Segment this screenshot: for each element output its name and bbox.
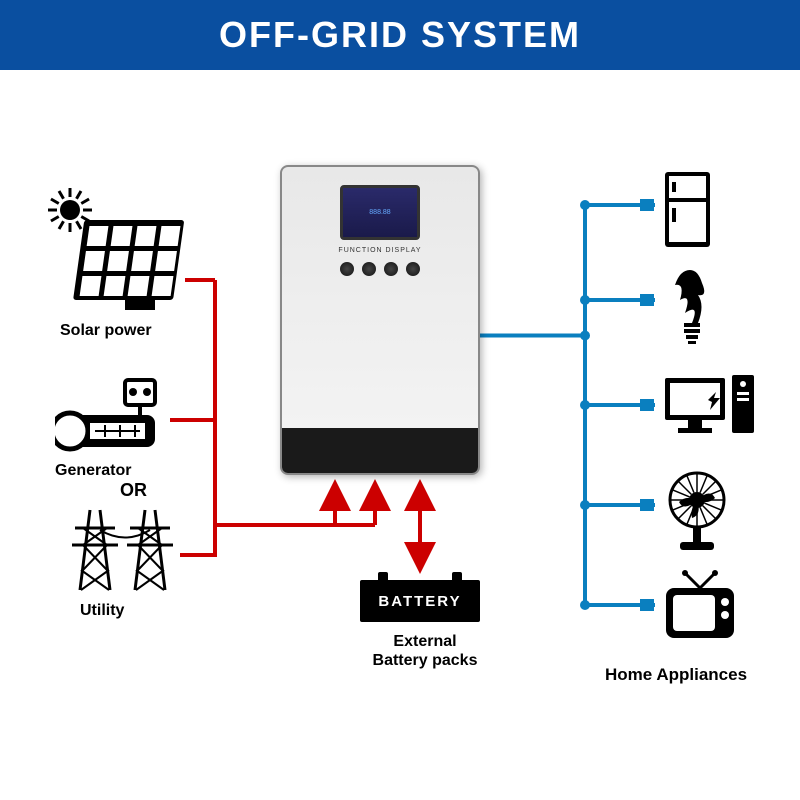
inverter-knobs <box>340 262 420 276</box>
header-bar: OFF-GRID SYSTEM <box>0 0 800 70</box>
utility-icon <box>55 505 185 605</box>
computer-icon <box>660 370 760 450</box>
battery-caption: External Battery packs <box>355 632 495 670</box>
inverter-unit: 888.88 FUNCTION DISPLAY <box>280 165 480 475</box>
battery-box-label: BATTERY <box>378 593 461 610</box>
diagram-canvas: 888.88 FUNCTION DISPLAY Solar power Gene… <box>0 70 800 800</box>
battery-icon: BATTERY <box>360 580 480 622</box>
or-label: OR <box>120 480 147 501</box>
solar-label: Solar power <box>60 322 152 340</box>
inverter-display-label: FUNCTION DISPLAY <box>338 247 421 254</box>
tv-icon <box>660 570 740 650</box>
generator-label: Generator <box>55 462 131 480</box>
generator-icon <box>55 375 175 465</box>
solar-panel-icon <box>65 215 195 320</box>
header-title: OFF-GRID SYSTEM <box>219 14 581 56</box>
fridge-icon <box>660 170 715 255</box>
bulb-icon <box>660 265 720 350</box>
fan-icon <box>660 470 735 560</box>
utility-label: Utility <box>80 602 124 620</box>
inverter-lcd: 888.88 <box>340 185 420 240</box>
appliances-caption: Home Appliances <box>605 665 747 685</box>
